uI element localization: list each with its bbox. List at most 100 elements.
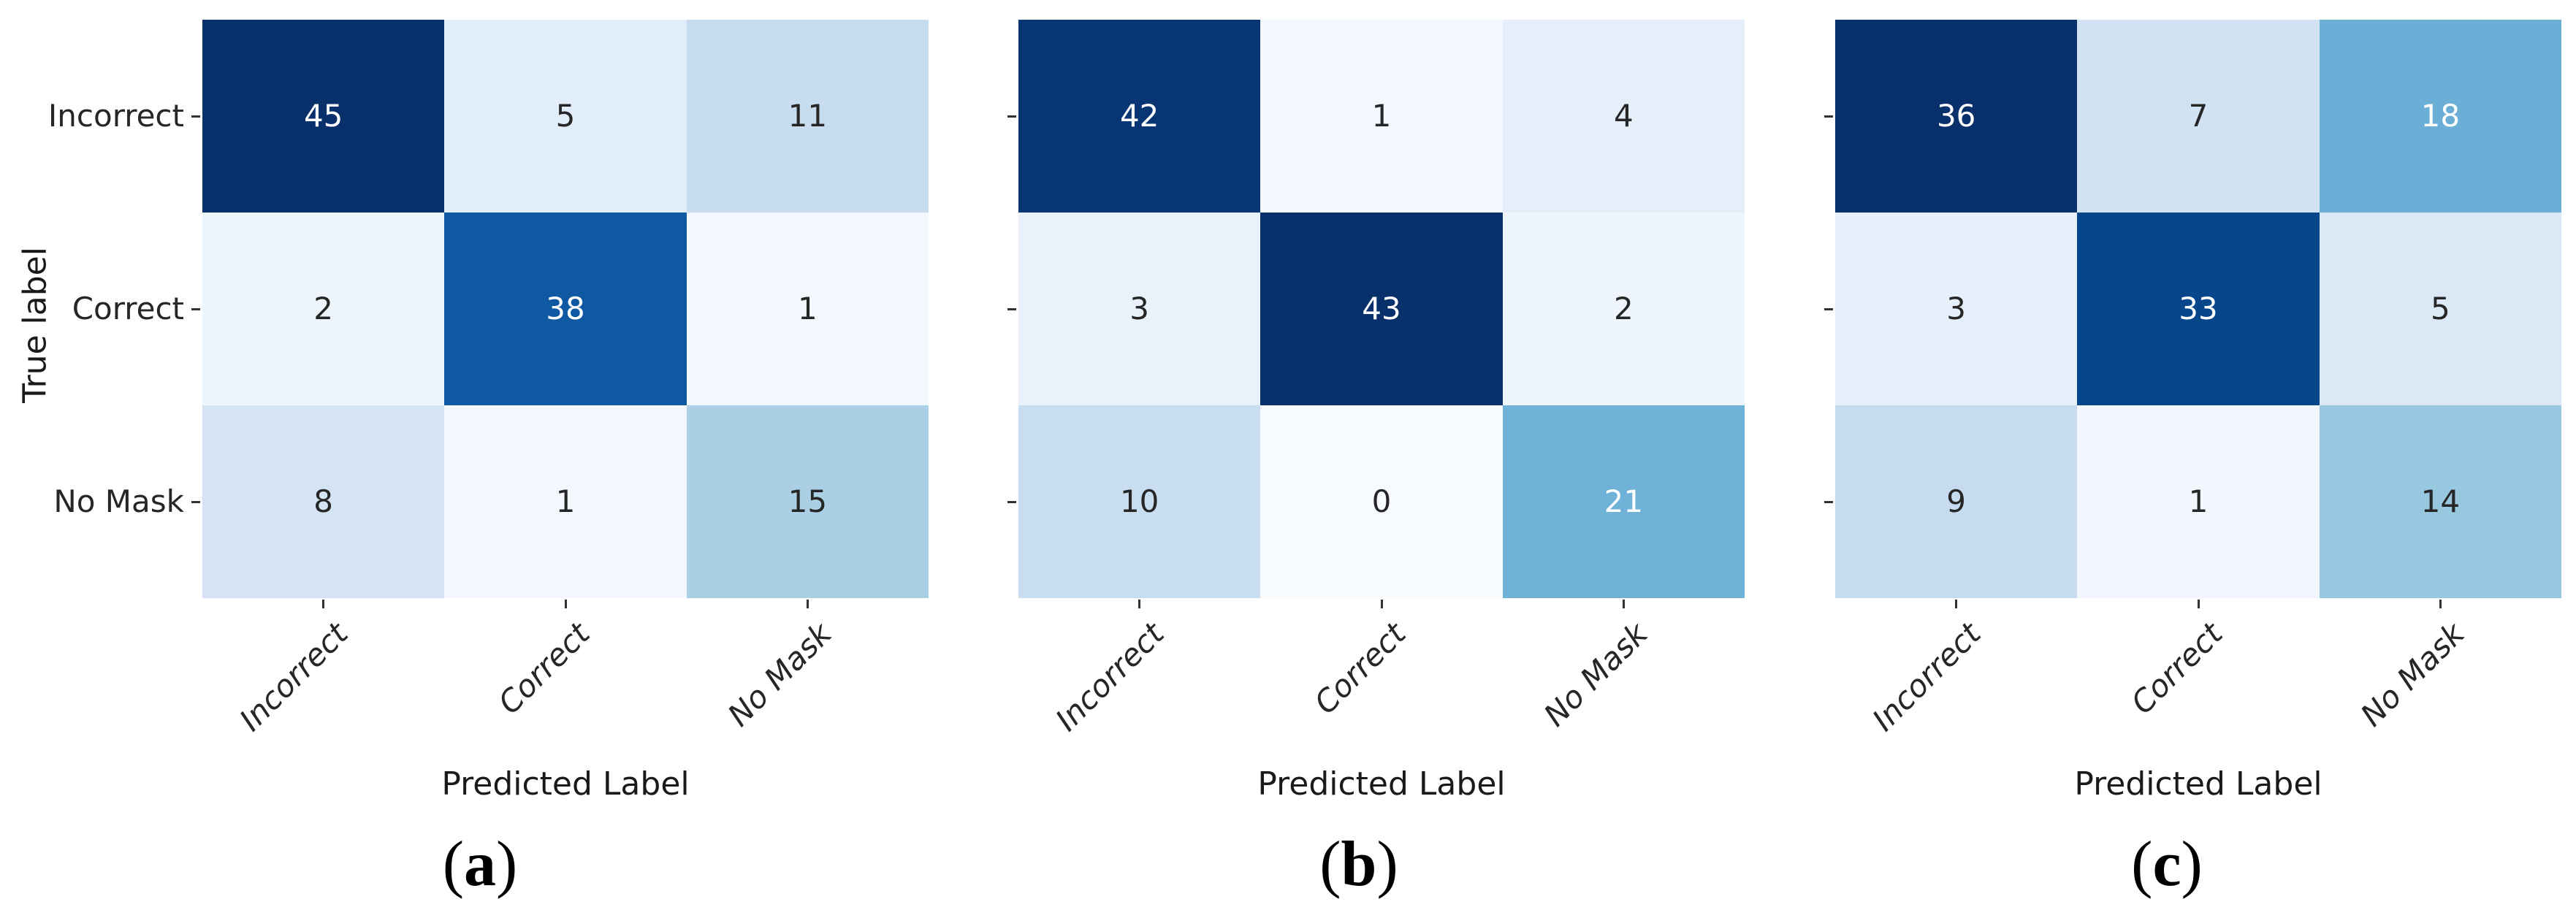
caption-paren-open: ( (442, 829, 464, 900)
y-tick-mark (1007, 307, 1016, 310)
cell-value: 5 (2430, 291, 2450, 326)
cell-value: 10 (1119, 483, 1159, 519)
heatmap-cell-b-r0c0: 42 (1018, 20, 1261, 213)
heatmap-cell-a-r1c1: 38 (444, 213, 687, 405)
x-tick-mark (806, 600, 809, 608)
cell-value: 38 (546, 291, 585, 326)
cell-value: 2 (1613, 291, 1634, 326)
heatmap-cell-a-r2c0: 8 (202, 405, 445, 598)
caption-paren-close: ) (1376, 829, 1398, 900)
caption-paren-open: ( (1319, 829, 1341, 900)
heatmap-grid-c: 36 7 18 3 33 5 9 1 14 (1835, 20, 2561, 598)
x-tick-label-incorrect: Incorrect (1864, 616, 1988, 738)
caption-paren-open: ( (2131, 829, 2153, 900)
heatmap-cell-b-r2c1: 0 (1260, 405, 1503, 598)
y-tick-mark (191, 500, 200, 503)
heatmap-cell-b-r1c1: 43 (1260, 213, 1503, 405)
cell-value: 7 (2188, 98, 2209, 134)
y-tick-mark (191, 115, 200, 118)
heatmap-cell-c-r0c2: 18 (2319, 20, 2561, 213)
heatmap-cell-b-r0c1: 1 (1260, 20, 1503, 213)
caption-paren-close: ) (2181, 829, 2203, 900)
x-tick-label-no-mask: No Mask (2353, 616, 2472, 733)
cell-value: 42 (1119, 98, 1159, 134)
cell-value: 3 (1129, 291, 1150, 326)
caption-b: (b) (1319, 833, 1398, 897)
heatmap-cell-b-r1c2: 2 (1502, 213, 1745, 405)
cell-value: 15 (788, 483, 828, 519)
heatmap-cell-a-r1c0: 2 (202, 213, 445, 405)
heatmap-cell-a-r2c1: 1 (444, 405, 687, 598)
heatmap-cell-c-r2c1: 1 (2077, 405, 2320, 598)
y-tick-mark (1824, 500, 1833, 503)
cell-value: 36 (1936, 98, 1976, 134)
cell-value: 0 (1371, 483, 1392, 519)
heatmap-cell-c-r1c1: 33 (2077, 213, 2320, 405)
heatmap-cell-c-r1c2: 5 (2319, 213, 2561, 405)
cell-value: 45 (303, 98, 343, 134)
x-tick-label-correct: Correct (2124, 616, 2230, 722)
y-tick-label-correct: Correct (72, 291, 184, 326)
y-tick-mark (1007, 500, 1016, 503)
x-axis-label: Predicted Label (1257, 765, 1506, 803)
y-tick-mark (1824, 115, 1833, 118)
cell-value: 21 (1604, 483, 1644, 519)
x-tick-mark (1955, 600, 1958, 608)
heatmap-cell-c-r1c0: 3 (1835, 213, 2078, 405)
heatmap-grid-b: 42 1 4 3 43 2 10 0 21 (1018, 20, 1745, 598)
x-tick-mark (1380, 600, 1383, 608)
cell-value: 1 (1371, 98, 1392, 134)
cell-value: 8 (313, 483, 334, 519)
heatmap-cell-b-r0c2: 4 (1502, 20, 1745, 213)
heatmap-cell-a-r0c1: 5 (444, 20, 687, 213)
cell-value: 1 (797, 291, 818, 326)
cell-value: 11 (788, 98, 828, 134)
heatmap-cell-c-r2c0: 9 (1835, 405, 2078, 598)
x-tick-mark (2439, 600, 2442, 608)
heatmap-cell-a-r0c0: 45 (202, 20, 445, 213)
heatmap-cell-b-r1c0: 3 (1018, 213, 1261, 405)
heatmap-cell-a-r1c2: 1 (686, 213, 929, 405)
heatmap-cell-a-r0c2: 11 (686, 20, 929, 213)
x-axis-label: Predicted Label (2074, 765, 2322, 803)
caption-a: (a) (443, 833, 518, 897)
caption-c: (c) (2131, 833, 2203, 897)
cell-value: 33 (2179, 291, 2218, 326)
heatmap-cell-a-r2c2: 15 (686, 405, 929, 598)
cell-value: 9 (1946, 483, 1967, 519)
x-tick-mark (564, 600, 567, 608)
x-tick-mark (1138, 600, 1141, 608)
caption-letter: c (2152, 829, 2181, 900)
heatmap-cell-c-r0c1: 7 (2077, 20, 2320, 213)
cell-value: 2 (313, 291, 334, 326)
cell-value: 18 (2420, 98, 2461, 134)
cell-value: 1 (555, 483, 576, 519)
cell-value: 14 (2420, 483, 2461, 519)
y-tick-mark (1824, 307, 1833, 310)
x-axis-label: Predicted Label (441, 765, 690, 803)
heatmap-cell-c-r2c2: 14 (2319, 405, 2561, 598)
y-tick-mark (191, 307, 200, 310)
x-tick-mark (1622, 600, 1625, 608)
heatmap-cell-b-r2c2: 21 (1502, 405, 1745, 598)
caption-letter: a (464, 829, 496, 900)
cell-value: 3 (1946, 291, 1967, 326)
caption-paren-close: ) (496, 829, 518, 900)
cell-value: 5 (555, 98, 576, 134)
caption-letter: b (1341, 829, 1377, 900)
x-tick-mark (2197, 600, 2200, 608)
heatmap-grid-a: 45 5 11 2 38 1 8 1 15 (202, 20, 929, 598)
cell-value: 4 (1613, 98, 1634, 134)
y-tick-mark (1007, 115, 1016, 118)
cell-value: 43 (1362, 291, 1401, 326)
cell-value: 1 (2188, 483, 2209, 519)
heatmap-cell-c-r0c0: 36 (1835, 20, 2078, 213)
y-tick-label-no-mask: No Mask (53, 483, 184, 519)
x-tick-mark (322, 600, 325, 608)
y-tick-label-incorrect: Incorrect (47, 98, 184, 134)
heatmap-cell-b-r2c0: 10 (1018, 405, 1261, 598)
